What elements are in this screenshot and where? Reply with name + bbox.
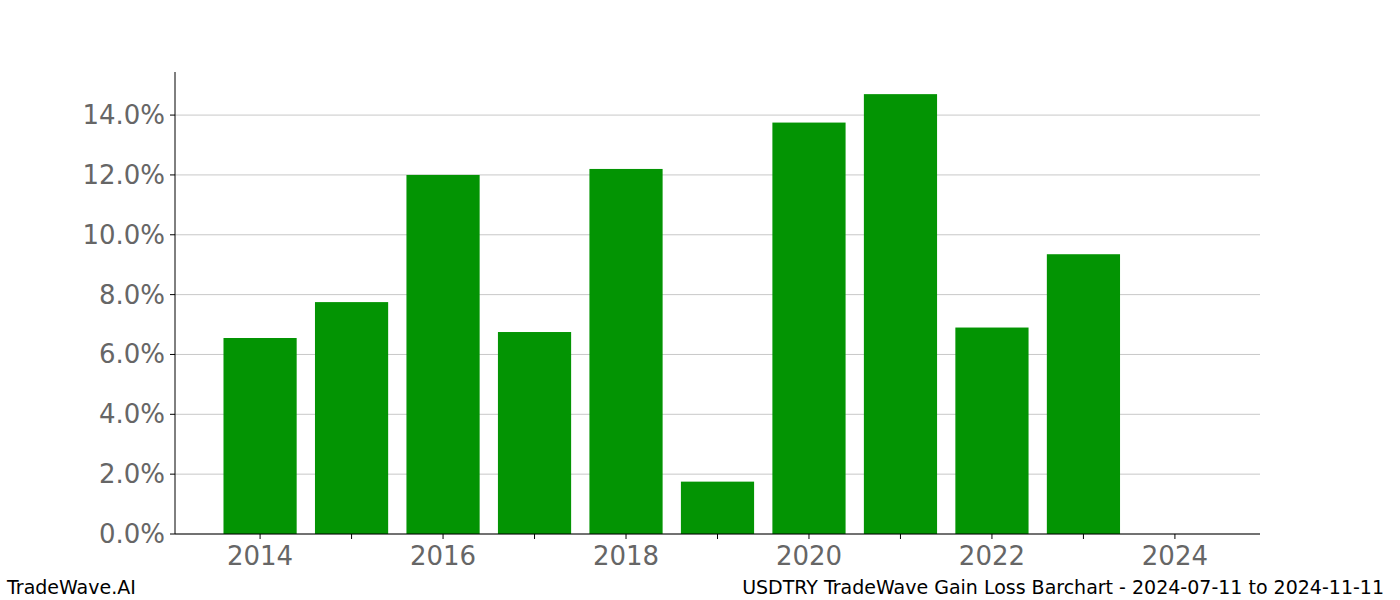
y-tick: [170, 534, 175, 535]
y-axis: [175, 72, 176, 534]
x-tick: [991, 534, 992, 539]
y-tick-label: 10.0%: [82, 220, 165, 250]
y-tick: [170, 414, 175, 415]
bar: [1047, 254, 1120, 534]
x-tick: [626, 534, 627, 539]
x-tick: [351, 534, 352, 539]
bar: [315, 302, 388, 534]
bar: [955, 328, 1028, 534]
y-tick: [170, 234, 175, 235]
x-tick: [808, 534, 809, 539]
y-tick-label: 2.0%: [99, 459, 165, 489]
bar: [498, 332, 571, 534]
bars: [223, 94, 1120, 534]
x-tick: [260, 534, 261, 539]
y-tick-label: 4.0%: [99, 399, 165, 429]
x-tick-label: 2020: [776, 541, 842, 571]
x-tick: [534, 534, 535, 539]
x-tick-label: 2024: [1142, 541, 1208, 571]
y-tick: [170, 294, 175, 295]
bar: [406, 175, 479, 534]
x-tick-label: 2022: [959, 541, 1025, 571]
x-tick-label: 2018: [593, 541, 659, 571]
y-tick-label: 14.0%: [82, 100, 165, 130]
bar: [589, 169, 662, 534]
grid-line: [175, 174, 1260, 175]
y-tick: [170, 115, 175, 116]
title: USDTRY TradeWave Gain Loss Barchart - 20…: [742, 576, 1384, 598]
y-tick-label: 0.0%: [99, 519, 165, 549]
y-tick: [170, 174, 175, 175]
y-tick: [170, 474, 175, 475]
x-axis: [175, 534, 1260, 535]
bar: [223, 338, 296, 534]
x-tick: [717, 534, 718, 539]
grid-line: [175, 115, 1260, 116]
bar: [864, 94, 937, 534]
grid-line: [175, 234, 1260, 235]
x-tick: [443, 534, 444, 539]
chart: 0.0% 2.0% 4.0% 6.0% 8.0% 10.0% 12.0% 14.0% 2014 2…: [0, 0, 1400, 600]
bar: [772, 123, 845, 534]
x-tick: [900, 534, 901, 539]
y-tick-label: 8.0%: [99, 280, 165, 310]
y-tick: [170, 354, 175, 355]
bar: [681, 482, 754, 534]
y-tick-label: 12.0%: [82, 160, 165, 190]
x-tick: [1083, 534, 1084, 539]
brand: TradeWave.AI: [6, 576, 136, 598]
x-tick-label: 2014: [227, 541, 293, 571]
grid-line: [175, 534, 1260, 535]
y-tick-label: 6.0%: [99, 339, 165, 369]
x-tick: [1174, 534, 1175, 539]
x-tick-label: 2016: [410, 541, 476, 571]
